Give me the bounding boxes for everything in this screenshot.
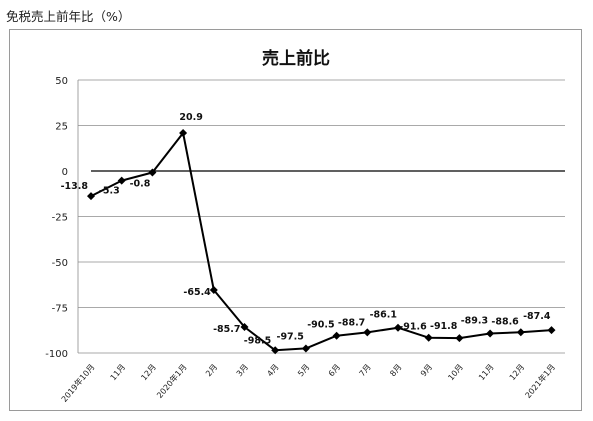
series-points <box>87 128 556 355</box>
data-point-marker <box>424 333 433 342</box>
chart-title: 売上前比 <box>262 48 330 69</box>
x-tick-label: 7月 <box>358 363 373 379</box>
y-tick-label: 25 <box>55 122 68 133</box>
data-point-marker <box>547 326 556 335</box>
x-tick-label: 12月 <box>139 363 158 383</box>
data-label: -65.4 <box>183 287 211 298</box>
x-tick-label: 6月 <box>327 363 342 379</box>
data-point-marker <box>363 328 372 337</box>
data-label: -85.7 <box>213 324 240 335</box>
data-label: -91.6 <box>399 322 427 333</box>
data-point-marker <box>301 344 310 353</box>
x-tick-label: 3月 <box>235 363 250 379</box>
x-tick-label: 10月 <box>446 363 465 383</box>
data-point-marker <box>332 331 341 340</box>
y-tick-label: 0 <box>62 167 68 178</box>
data-label: -13.8 <box>61 181 89 192</box>
data-label: -86.1 <box>370 310 397 321</box>
x-tick-label: 12月 <box>508 363 527 383</box>
x-tick-label: 2021年1月 <box>523 362 557 400</box>
x-tick-label: 8月 <box>388 363 403 379</box>
data-label: -87.4 <box>523 311 551 322</box>
data-point-marker <box>486 329 495 338</box>
y-tick-label: -75 <box>52 304 68 315</box>
y-tick-labels: 50 25 0 -25 -50 -75 -100 <box>45 76 68 360</box>
data-label: -97.5 <box>277 331 304 342</box>
data-labels: -13.8 -5.3 -0.8 20.9 -65.4 -85.7 -98.5 -97.5-90… <box>61 112 551 346</box>
y-tick-label: 50 <box>55 76 68 87</box>
x-tick-label: 2020年1月 <box>154 362 188 400</box>
x-tick-label: 11月 <box>477 363 496 383</box>
y-tick-label: -25 <box>52 213 68 224</box>
chart-frame: 50 25 0 -25 -50 -75 -100 2019年10月 11月 12月 2020年1月… <box>9 29 582 411</box>
data-point-marker <box>240 322 249 331</box>
data-point-marker <box>209 286 218 295</box>
data-point-marker <box>516 328 525 337</box>
data-label: -90.5 <box>307 320 334 331</box>
data-label: -98.5 <box>244 335 271 346</box>
x-tick-label: 9月 <box>419 363 434 379</box>
data-point-marker <box>87 192 95 201</box>
x-tick-label: 5月 <box>296 363 311 379</box>
data-label: -89.3 <box>461 316 488 327</box>
data-point-marker <box>148 168 157 177</box>
data-label: 20.9 <box>179 112 202 123</box>
data-label: -88.7 <box>338 317 365 328</box>
data-label: -5.3 <box>99 186 120 197</box>
data-point-marker <box>394 323 402 332</box>
series-line-path <box>90 132 552 352</box>
data-point-marker <box>117 176 126 185</box>
series-line <box>90 132 552 352</box>
data-label: -88.6 <box>491 316 519 327</box>
grid-lines <box>78 79 565 354</box>
x-tick-label: 11月 <box>109 363 128 383</box>
y-tick-label: -50 <box>52 258 68 269</box>
x-tick-label: 2月 <box>204 363 219 379</box>
page-heading: 免税売上前年比（%） <box>6 9 131 24</box>
x-tick-label: 2019年10月 <box>59 362 97 404</box>
data-label: -91.8 <box>430 321 458 332</box>
data-label: -0.8 <box>130 178 151 189</box>
data-point-marker <box>179 128 188 137</box>
x-tick-label: 4月 <box>265 363 280 379</box>
data-point-marker <box>271 346 280 355</box>
data-point-marker <box>455 334 464 343</box>
y-tick-label: -100 <box>45 349 68 360</box>
